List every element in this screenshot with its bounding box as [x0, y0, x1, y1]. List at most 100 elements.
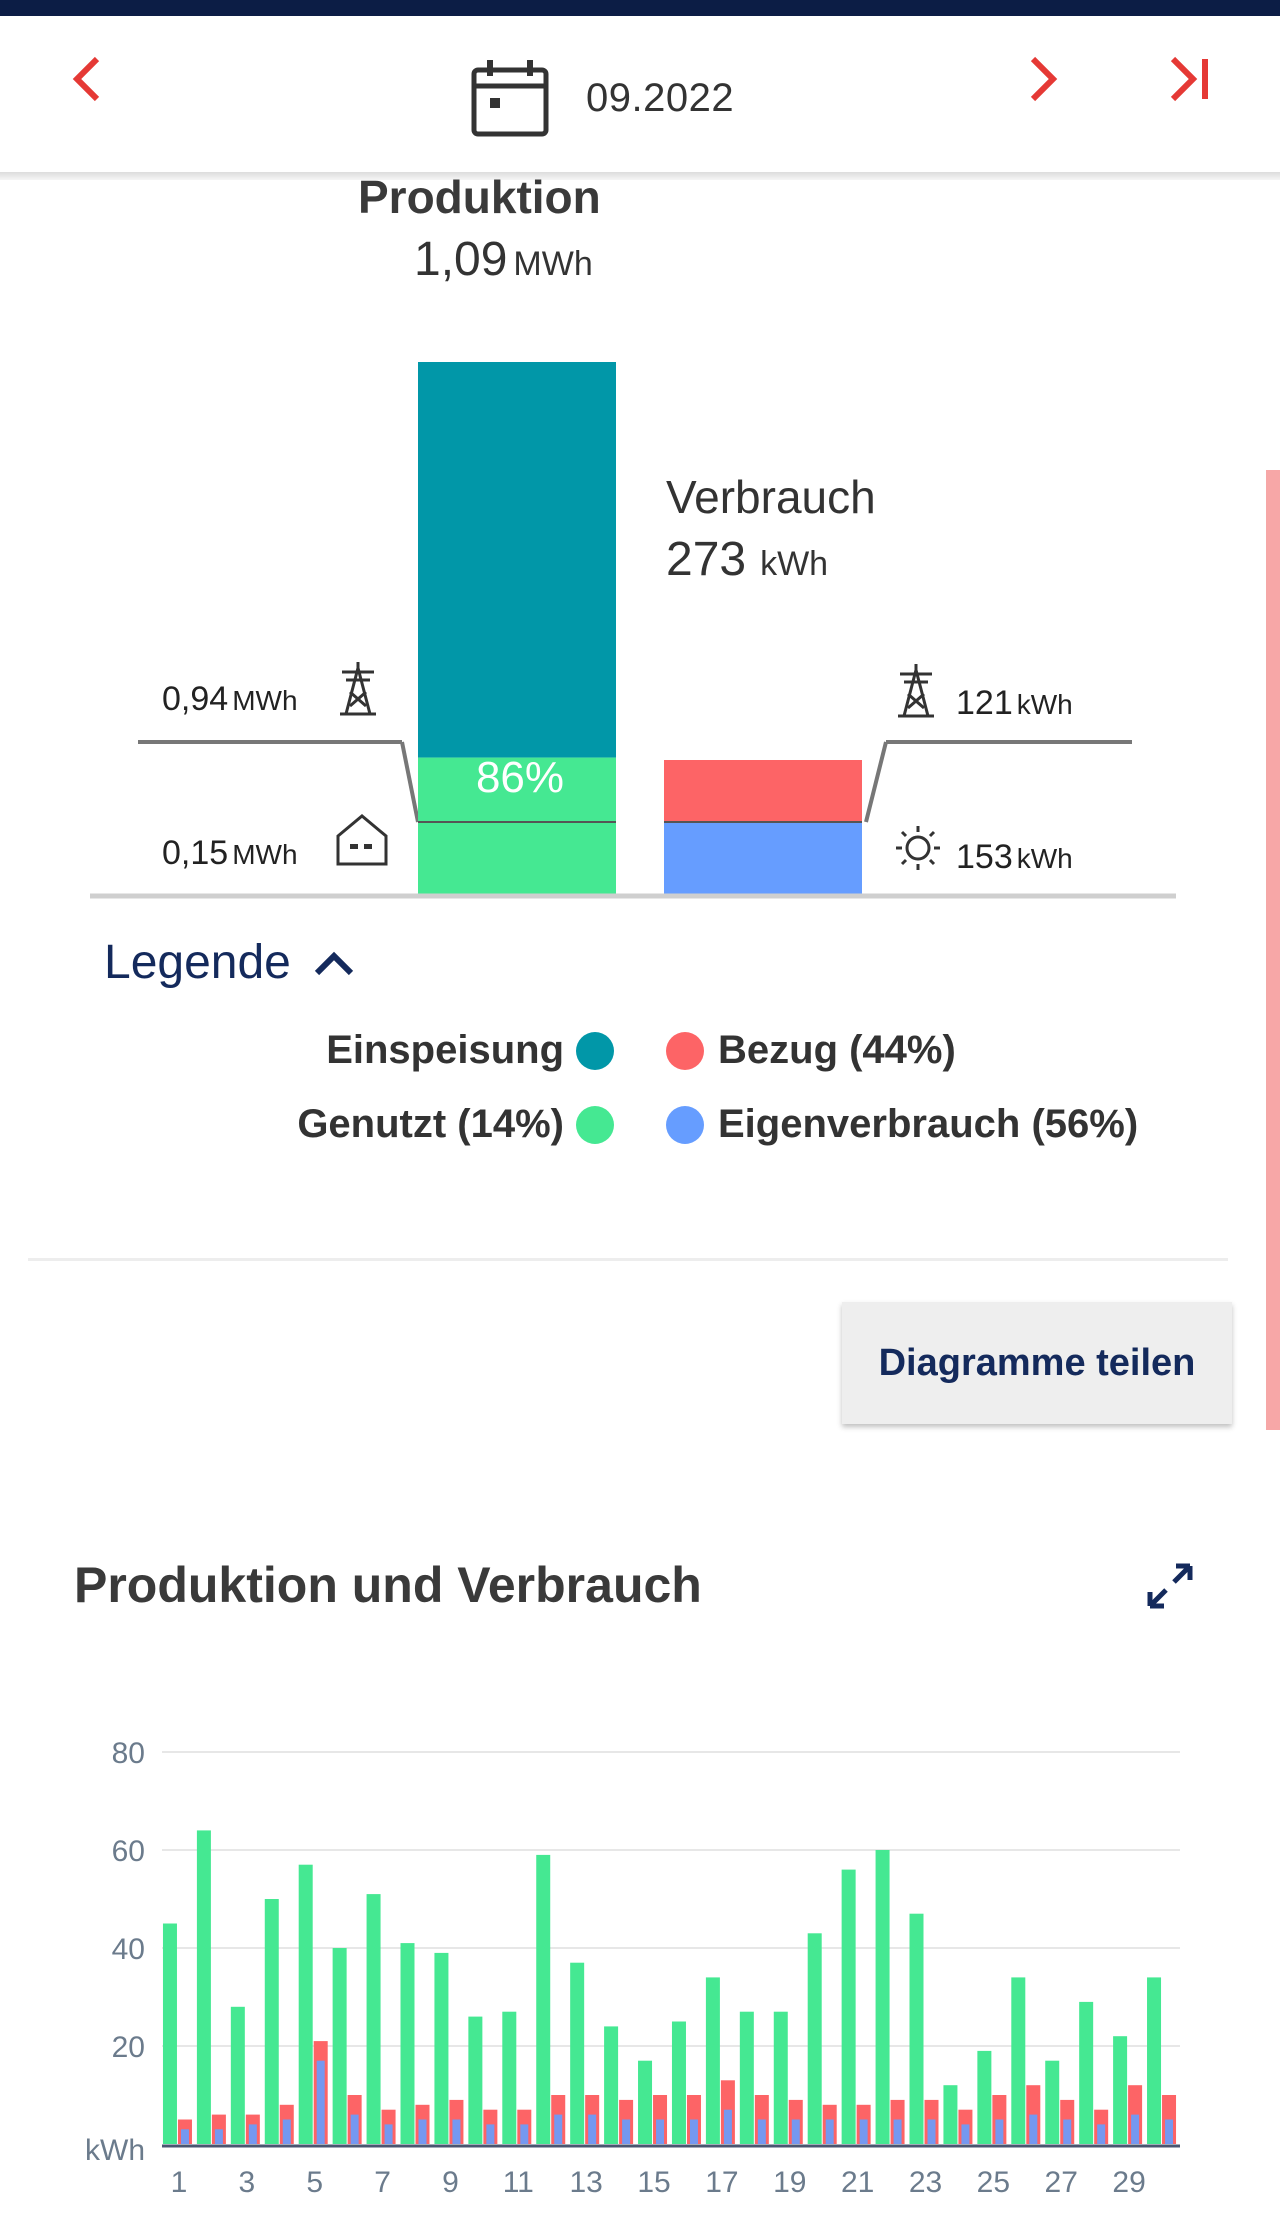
chart-bar	[366, 1894, 381, 2144]
period-label: 09.2022	[586, 75, 735, 120]
self-consumption-amount: 153 kWh	[956, 838, 1073, 877]
chart-bar	[400, 1943, 415, 2144]
legend-dot	[666, 1105, 704, 1144]
self-consumption-bar	[664, 822, 862, 896]
x-tick-label: 1	[171, 2166, 188, 2199]
chart-bar	[961, 2124, 970, 2144]
x-tick-label: 9	[442, 2166, 459, 2199]
y-tick-label: 80	[112, 1737, 145, 1770]
chart-bar	[773, 2011, 788, 2144]
chart-bar	[536, 1854, 551, 2144]
y-tick-label: 60	[112, 1835, 145, 1868]
chart-bar	[739, 2011, 754, 2144]
used-value: 0,15	[162, 834, 229, 872]
section-divider	[28, 1258, 1228, 1261]
chart-bar	[1113, 2036, 1128, 2144]
chart-bar	[214, 2129, 223, 2144]
chart-bar	[757, 2119, 766, 2144]
self-consumption-value: 153	[956, 838, 1013, 876]
x-tick-label: 11	[503, 2166, 534, 2199]
chart-bar	[332, 1948, 347, 2144]
x-tick-label: 25	[977, 2166, 1010, 2199]
chart-bar	[705, 1977, 720, 2144]
x-tick-label: 19	[773, 2166, 806, 2199]
chart-bar	[264, 1899, 279, 2144]
production-share-label: 86%	[476, 753, 564, 802]
expand-icon	[1147, 1563, 1193, 1609]
chart-bar	[723, 2109, 732, 2144]
production-total: 1,09 MWh	[414, 232, 593, 287]
chevron-left-icon	[72, 56, 100, 102]
y-tick-label: 40	[112, 1933, 145, 1966]
x-tick-label: 23	[909, 2166, 942, 2199]
chart-bar	[570, 1962, 585, 2144]
legend-item-einspeisung: Einspeisung	[326, 1028, 614, 1073]
chart-bar	[977, 2050, 992, 2144]
legend-dot	[576, 1105, 614, 1144]
chevron-right-icon	[1030, 56, 1058, 102]
legend-label: Genutzt (14%)	[297, 1102, 564, 1146]
x-tick-label: 17	[705, 2166, 738, 2199]
chart-bar	[554, 2114, 563, 2144]
chart-bar	[1165, 2119, 1174, 2144]
house-icon	[336, 814, 388, 866]
skip-to-end-icon	[1170, 56, 1208, 102]
previous-period-button[interactable]	[52, 44, 122, 114]
chart-bar	[622, 2119, 631, 2144]
period-selector[interactable]: 09.2022	[470, 58, 734, 138]
chart-bar	[162, 1923, 177, 2144]
x-tick-label: 29	[1112, 2166, 1145, 2199]
x-tick-label: 21	[841, 2166, 874, 2199]
production-label: Produktion	[358, 171, 601, 223]
chart-bar	[875, 1850, 890, 2144]
header-shadow	[0, 172, 1280, 180]
legend-label: Einspeisung	[326, 1028, 564, 1072]
share-charts-button[interactable]: Diagramme teilen	[842, 1302, 1232, 1424]
chart-bar	[434, 1952, 449, 2144]
purchase-value: 121	[956, 684, 1013, 722]
chart-bar	[825, 2119, 834, 2144]
legend-item-eigenverbrauch: Eigenverbrauch (56%)	[666, 1102, 1138, 1147]
legend-title: Legende	[104, 936, 291, 989]
chart-bar	[859, 2119, 868, 2144]
chart-bar	[791, 2119, 800, 2144]
chart-bar	[282, 2119, 291, 2144]
feed-in-unit: MWh	[232, 685, 298, 716]
purchase-bar	[664, 760, 862, 822]
chart-bar	[909, 1913, 924, 2144]
used-amount: 0,15 MWh	[162, 834, 298, 873]
period-header: 09.2022	[0, 16, 1280, 174]
x-tick-label: 27	[1045, 2166, 1078, 2199]
chart-bar	[520, 2124, 529, 2144]
scrollbar[interactable]	[1266, 470, 1280, 1430]
legend-toggle[interactable]: Legende	[104, 935, 359, 990]
chart-bar	[927, 2119, 936, 2144]
feed-in-bar	[418, 362, 616, 758]
chart-bar	[196, 1830, 211, 2144]
chart-bar	[588, 2114, 597, 2144]
chart-bar	[689, 2119, 698, 2144]
chart-bar	[248, 2124, 257, 2144]
chart-bar	[486, 2124, 495, 2144]
consumption-total: 273 kWh	[666, 532, 828, 587]
chart-bar	[995, 2119, 1004, 2144]
production-value: 1,09	[414, 233, 508, 286]
chart-bar	[656, 2119, 665, 2144]
chart-title: Produktion und Verbrauch	[74, 1557, 702, 1613]
self-consumption-unit: kWh	[1016, 843, 1073, 874]
chart-bar	[1063, 2119, 1072, 2144]
chart-bar	[418, 2119, 427, 2144]
last-period-button[interactable]	[1154, 44, 1224, 114]
energy-flow-diagram: 86%	[90, 362, 1176, 899]
chart-bar	[452, 2119, 461, 2144]
chart-bar	[943, 2085, 958, 2144]
purchase-amount: 121 kWh	[956, 684, 1073, 723]
chart-bar	[841, 1869, 856, 2144]
chart-bar	[1147, 1977, 1162, 2144]
purchase-unit: kWh	[1016, 689, 1073, 720]
chart-bar	[1131, 2114, 1140, 2144]
legend-item-bezug: Bezug (44%)	[666, 1028, 956, 1073]
expand-chart-button[interactable]	[1140, 1556, 1200, 1616]
next-period-button[interactable]	[1008, 44, 1078, 114]
chart-bar	[180, 2129, 189, 2144]
